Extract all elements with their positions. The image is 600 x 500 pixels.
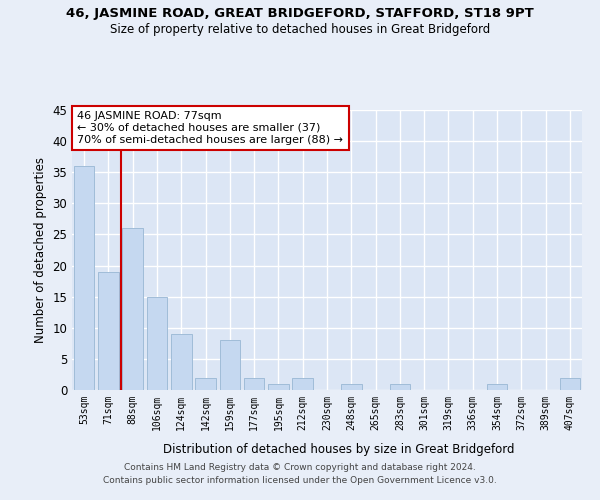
Bar	[74, 166, 94, 390]
Bar	[146, 296, 167, 390]
Bar	[389, 384, 410, 390]
Bar	[268, 384, 289, 390]
Bar	[195, 378, 216, 390]
Y-axis label: Number of detached properties: Number of detached properties	[34, 157, 47, 343]
Bar	[244, 378, 265, 390]
Bar	[98, 272, 119, 390]
Text: Contains public sector information licensed under the Open Government Licence v3: Contains public sector information licen…	[103, 476, 497, 485]
Bar	[560, 378, 580, 390]
Text: Distribution of detached houses by size in Great Bridgeford: Distribution of detached houses by size …	[163, 442, 515, 456]
Text: 46, JASMINE ROAD, GREAT BRIDGEFORD, STAFFORD, ST18 9PT: 46, JASMINE ROAD, GREAT BRIDGEFORD, STAF…	[66, 8, 534, 20]
Bar	[292, 378, 313, 390]
Bar	[171, 334, 191, 390]
Text: Contains HM Land Registry data © Crown copyright and database right 2024.: Contains HM Land Registry data © Crown c…	[124, 464, 476, 472]
Text: Size of property relative to detached houses in Great Bridgeford: Size of property relative to detached ho…	[110, 22, 490, 36]
Bar	[341, 384, 362, 390]
Bar	[122, 228, 143, 390]
Text: 46 JASMINE ROAD: 77sqm
← 30% of detached houses are smaller (37)
70% of semi-det: 46 JASMINE ROAD: 77sqm ← 30% of detached…	[77, 112, 343, 144]
Bar	[487, 384, 508, 390]
Bar	[220, 340, 240, 390]
